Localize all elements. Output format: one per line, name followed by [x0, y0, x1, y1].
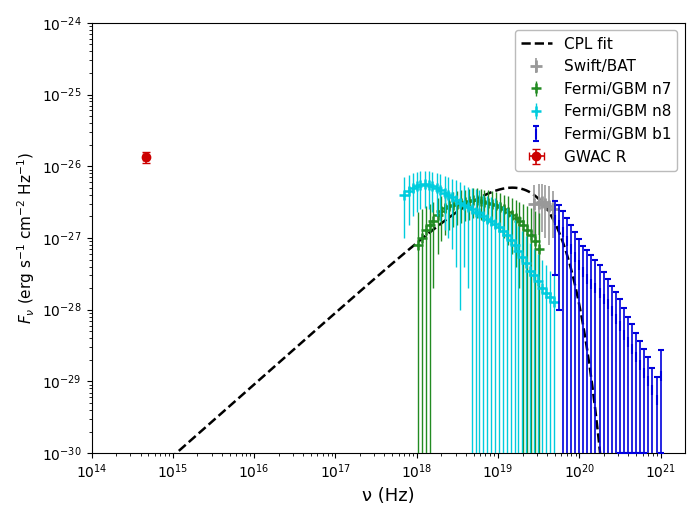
- CPL fit: [147, 472, 155, 478]
- X-axis label: ν (Hz): ν (Hz): [362, 487, 414, 505]
- CPL fit: [545, 209, 553, 215]
- CPL fit: [324, 316, 332, 322]
- Line: CPL fit: CPL fit: [92, 188, 677, 520]
- Legend: CPL fit, Swift/BAT, Fermi/GBM n7, Fermi/GBM n8, Fermi/GBM b1, GWAC R: CPL fit, Swift/BAT, Fermi/GBM n7, Fermi/…: [515, 31, 678, 171]
- CPL fit: [555, 229, 564, 236]
- CPL fit: [508, 185, 517, 191]
- CPL fit: [489, 188, 498, 194]
- CPL fit: [345, 297, 354, 304]
- Y-axis label: $F_{\nu}$ (erg s$^{-1}$ cm$^{-2}$ Hz$^{-1}$): $F_{\nu}$ (erg s$^{-1}$ cm$^{-2}$ Hz$^{-…: [15, 152, 36, 324]
